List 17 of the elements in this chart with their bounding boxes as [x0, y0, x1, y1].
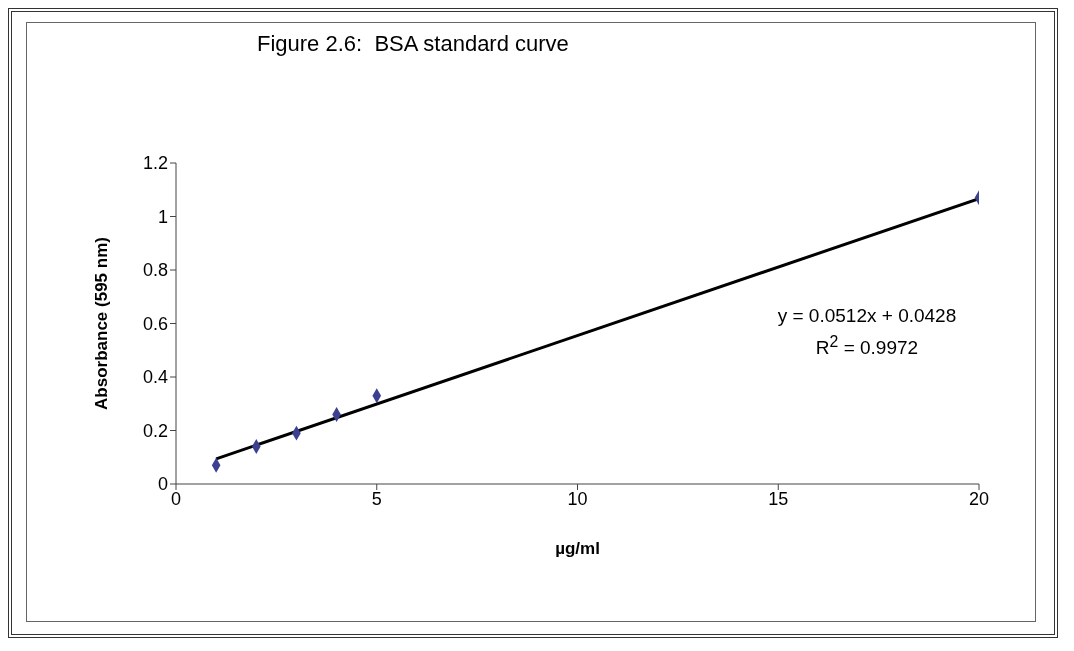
- chart-title: Figure 2.6: BSA standard curve: [257, 31, 569, 57]
- y-tick-label: 0.4: [142, 367, 168, 388]
- y-tick-label: 0: [157, 474, 168, 495]
- annotation: y = 0.0512x + 0.0428: [776, 304, 958, 328]
- x-tick-label: 5: [371, 488, 382, 509]
- y-tick-label: 0.6: [142, 313, 168, 334]
- x-tick-label: 0: [170, 488, 182, 509]
- y-tick-label: 0.2: [142, 420, 168, 441]
- x-tick-label: 15: [768, 488, 789, 509]
- y-tick-label: 1: [157, 206, 168, 227]
- x-axis-title: µg/ml: [555, 539, 600, 558]
- y-tick-label: 0.8: [142, 260, 168, 281]
- y-tick-label: 1.2: [142, 153, 168, 174]
- annotation: R$^{2}$ = 0.9972: [814, 332, 920, 361]
- y-axis-title: Absorbance (595 nm): [92, 237, 112, 410]
- x-tick-label: 20: [968, 488, 990, 509]
- x-tick-label: 10: [567, 488, 588, 509]
